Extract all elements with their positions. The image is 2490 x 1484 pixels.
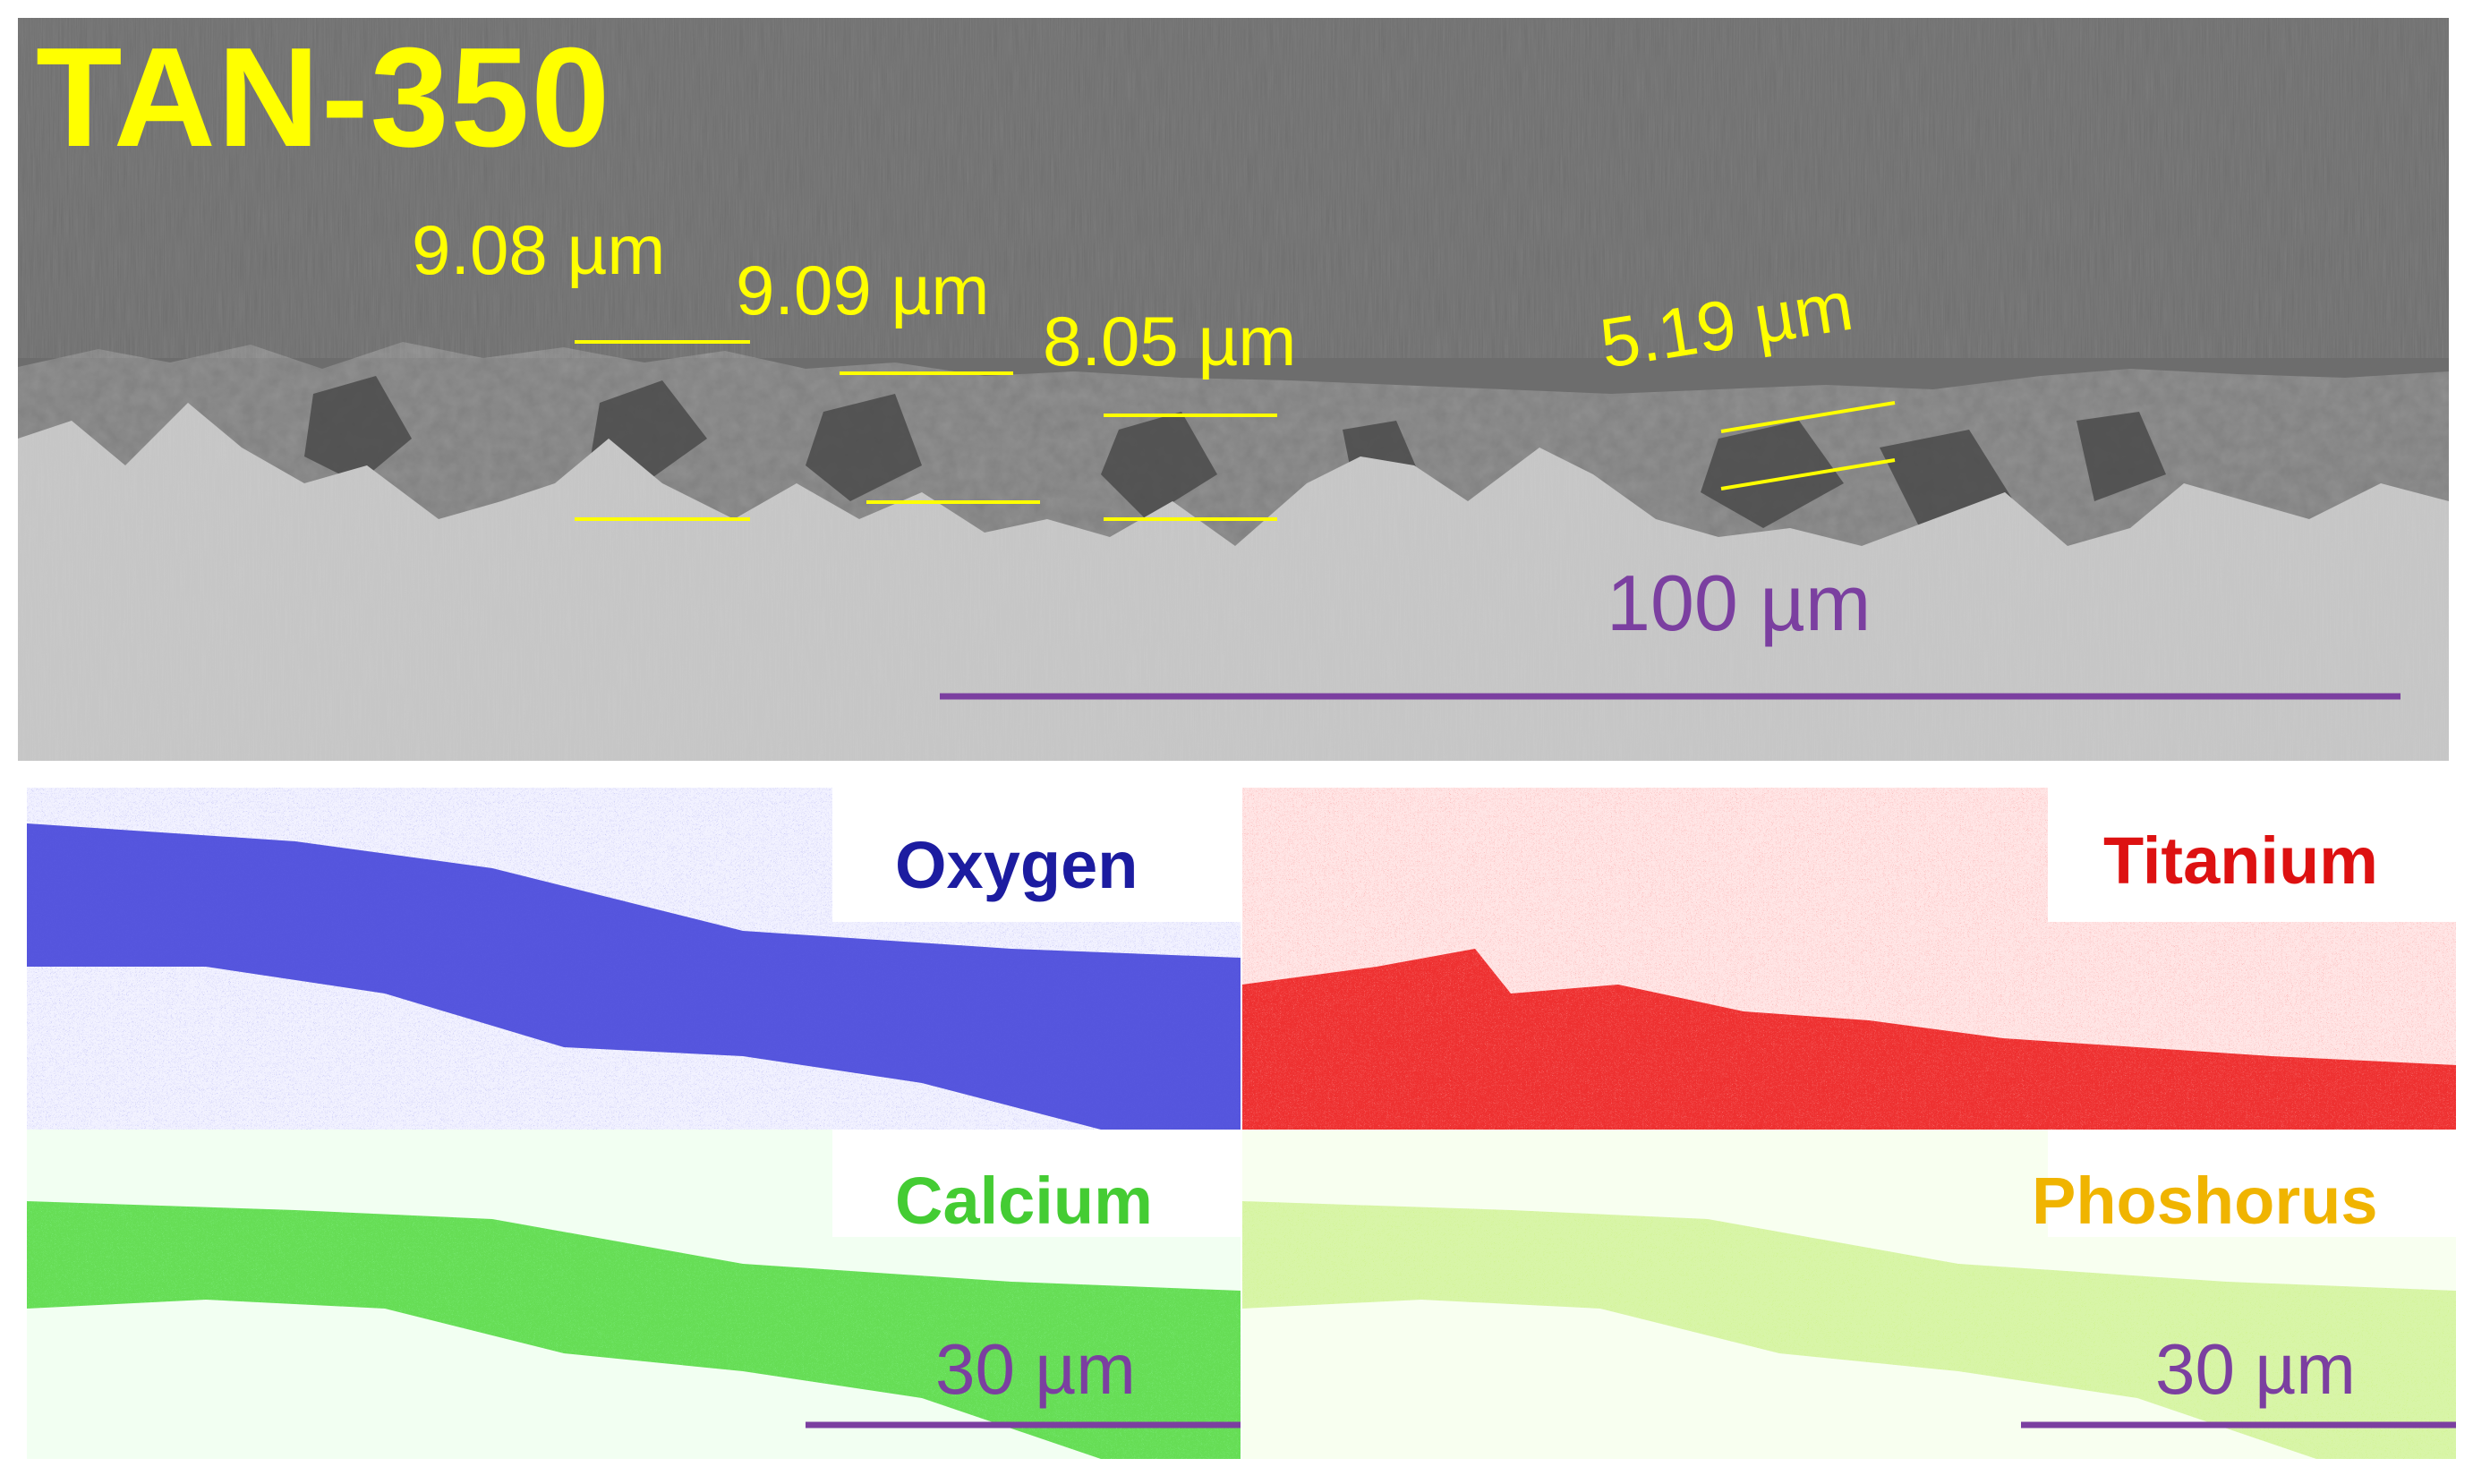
eds-map-calcium bbox=[27, 1130, 1241, 1459]
titanium-label: Titanium bbox=[2103, 823, 2378, 898]
oxygen-label: Oxygen bbox=[895, 828, 1138, 902]
sample-title: TAN-350 bbox=[36, 19, 612, 176]
sem-scale-bar-label: 100 µm bbox=[1607, 559, 1872, 647]
thickness-measurement-lines bbox=[575, 340, 1896, 521]
phosphorus-label: Phoshorus bbox=[2032, 1164, 2378, 1238]
eds-map-titanium bbox=[1242, 788, 2456, 1130]
eds-map-oxygen bbox=[27, 788, 1241, 1130]
thickness-label-1: 9.08 µm bbox=[412, 210, 666, 289]
phosphorus-scale-bar-label: 30 µm bbox=[2155, 1329, 2356, 1409]
sem-micrograph bbox=[18, 18, 2449, 761]
sem-cross-section-image bbox=[18, 18, 2449, 761]
eds-map-phosphorus bbox=[1242, 1130, 2456, 1459]
calcium-label: Calcium bbox=[895, 1164, 1153, 1238]
calcium-scale-bar-label: 30 µm bbox=[935, 1329, 1136, 1409]
thickness-label-2: 9.09 µm bbox=[736, 251, 990, 329]
thickness-label-3: 8.05 µm bbox=[1043, 302, 1297, 380]
